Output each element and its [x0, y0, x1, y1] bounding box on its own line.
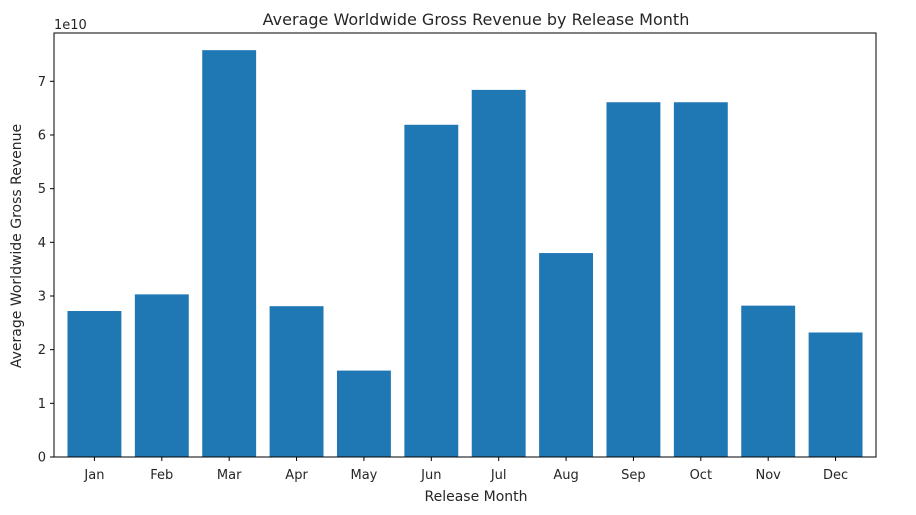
- bar-nov: [741, 305, 796, 457]
- x-tick-label: Feb: [150, 468, 173, 483]
- bar-jun: [404, 124, 459, 457]
- x-tick-label: Jul: [490, 468, 507, 483]
- x-tick-label: Oct: [690, 468, 712, 483]
- x-tick-label: Dec: [823, 468, 848, 483]
- y-tick-label: 6: [38, 128, 46, 143]
- bar-sep: [606, 102, 661, 457]
- y-tick-label: 3: [38, 289, 46, 304]
- bar-feb: [134, 294, 189, 457]
- bar-mar: [202, 50, 257, 457]
- bar-oct: [673, 102, 728, 457]
- y-axis-offset-label: 1e10: [54, 18, 87, 33]
- x-tick-label: Apr: [285, 468, 308, 483]
- plot-area-frame: [53, 32, 877, 458]
- y-tick-label: 4: [38, 236, 46, 251]
- bar-jul: [471, 89, 526, 457]
- x-tick-label: Aug: [553, 468, 578, 483]
- x-tick-label: Mar: [217, 468, 242, 483]
- y-tick-label: 7: [38, 75, 46, 90]
- bar-may: [336, 370, 391, 457]
- y-ticks-group: 0 1 2 3 4 5 6 7: [38, 75, 54, 466]
- y-axis-label: Average Worldwide Gross Revenue: [9, 124, 25, 368]
- bar-apr: [269, 306, 324, 457]
- y-tick-label: 5: [38, 182, 46, 197]
- x-axis-label: Release Month: [424, 489, 527, 505]
- bars-group: [67, 50, 863, 457]
- x-tick-label: Jan: [83, 468, 104, 483]
- bar-aug: [539, 253, 594, 457]
- y-tick-label: 1: [38, 397, 46, 412]
- x-tick-label: Nov: [756, 468, 782, 483]
- y-tick-label: 2: [38, 343, 46, 358]
- bar-dec: [808, 332, 863, 457]
- chart-title: Average Worldwide Gross Revenue by Relea…: [263, 10, 690, 29]
- y-tick-label: 0: [38, 451, 46, 466]
- x-tick-label: Sep: [621, 468, 646, 483]
- x-tick-label: May: [350, 468, 377, 483]
- x-tick-label: Jun: [420, 468, 441, 483]
- x-ticks-group: Jan Feb Mar Apr May Jun Jul Aug Sep Oct Nov Dec: [83, 457, 848, 483]
- bar-jan: [67, 311, 122, 457]
